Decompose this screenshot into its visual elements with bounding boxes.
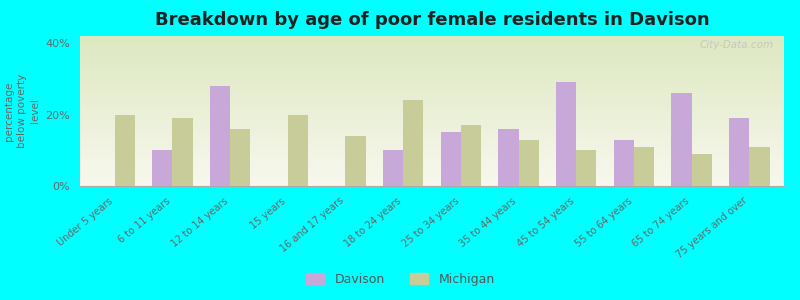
- Bar: [114, 115, 135, 186]
- Bar: [692, 154, 712, 186]
- Bar: [152, 150, 172, 186]
- Bar: [346, 136, 366, 186]
- Bar: [556, 82, 576, 186]
- Bar: [729, 118, 750, 186]
- Bar: [461, 125, 481, 186]
- Bar: [634, 147, 654, 186]
- Bar: [576, 150, 597, 186]
- Text: City-Data.com: City-Data.com: [699, 40, 774, 50]
- Bar: [518, 140, 538, 186]
- Bar: [750, 147, 770, 186]
- Bar: [288, 115, 308, 186]
- Bar: [172, 118, 193, 186]
- Legend: Davison, Michigan: Davison, Michigan: [301, 268, 499, 291]
- Bar: [210, 86, 230, 186]
- Bar: [498, 129, 518, 186]
- Bar: [383, 150, 403, 186]
- Bar: [671, 93, 692, 186]
- Y-axis label: percentage
below poverty
level: percentage below poverty level: [3, 74, 40, 148]
- Bar: [614, 140, 634, 186]
- Bar: [403, 100, 423, 186]
- Bar: [230, 129, 250, 186]
- Title: Breakdown by age of poor female residents in Davison: Breakdown by age of poor female resident…: [154, 11, 710, 29]
- Bar: [441, 132, 461, 186]
